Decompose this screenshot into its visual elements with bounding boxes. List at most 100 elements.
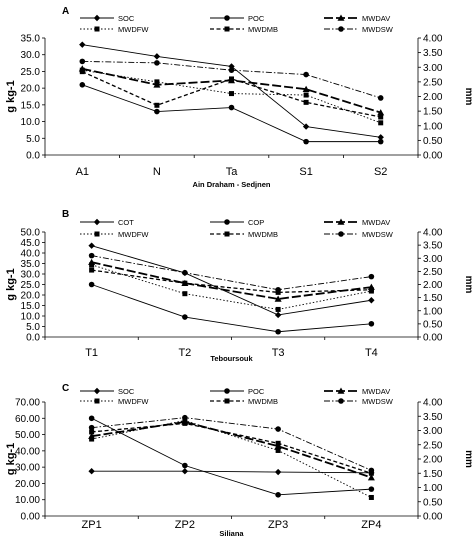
y-tick-label-left: 30.00 [15, 463, 40, 474]
x-tick-label: ZP2 [175, 519, 195, 531]
series-line [82, 71, 381, 118]
legend-marker [338, 26, 344, 32]
legend-entry: MWDFW [80, 25, 149, 34]
data-point [368, 467, 375, 474]
y-tick-label-left: 0.00 [21, 512, 41, 523]
data-point [377, 95, 384, 101]
legend-label: COT [118, 218, 134, 227]
data-point [88, 415, 95, 422]
data-point [377, 109, 385, 116]
series-line [91, 284, 372, 333]
series-line [91, 417, 372, 496]
data-point [274, 468, 282, 476]
y-tick-label-left: 20.0 [21, 291, 41, 302]
y-tick-label-left: 10.00 [15, 495, 40, 506]
y-axis-label-left: g kg-1 [5, 80, 17, 112]
y-tick-label-right: 0.50 [423, 497, 443, 508]
data-point [275, 328, 281, 335]
data-point [377, 134, 384, 141]
x-tick-label: T2 [178, 347, 191, 359]
series-line [82, 44, 381, 138]
series-mwdfw [89, 418, 374, 500]
y-tick-label-left: 60.00 [15, 414, 40, 425]
data-point [154, 102, 160, 108]
data-point [302, 85, 310, 92]
series-line [91, 245, 372, 316]
data-point [368, 297, 375, 304]
legend-entry: MWDMB [210, 397, 278, 406]
data-point [89, 267, 95, 273]
y-tick-label-left: 40.0 [21, 249, 41, 260]
series-mwdsw [79, 58, 384, 101]
data-point [154, 60, 160, 66]
data-point [275, 492, 281, 498]
legend-marker [338, 231, 344, 237]
y-tick-label-left: 45.0 [21, 238, 41, 249]
y-tick-label-left: 30.0 [21, 50, 41, 61]
legend-label: MWDAV [362, 14, 390, 23]
y-tick-label-right: 1.50 [423, 293, 443, 304]
y-tick-label-left: 50.0 [21, 228, 41, 239]
y-tick-label-right: 2.50 [423, 267, 443, 278]
series-line [91, 261, 372, 300]
series-cop [88, 281, 375, 335]
data-point [182, 314, 188, 320]
legend-entry: MWDAV [324, 218, 390, 227]
series-mwdmb [79, 69, 384, 120]
y-axis-label-left: g kg-1 [5, 268, 17, 300]
data-point [275, 306, 281, 312]
y-tick-label-right: 2.00 [423, 455, 443, 466]
legend-marker [224, 231, 230, 237]
legend-marker [224, 26, 230, 32]
legend-entry: POC [210, 387, 265, 396]
x-tick-label: T3 [272, 347, 285, 359]
data-point [229, 76, 234, 82]
legend-entry: MWDAV [324, 14, 390, 23]
y-tick-label-right: 1.00 [423, 306, 443, 317]
y-axis-label-left: g kg-1 [5, 443, 17, 475]
x-tick-label: A1 [76, 166, 89, 178]
chart-panel-c: C SOC POC MWDAV MWDFW MWDMB MWDSW 0.00 10.00 20.0… [5, 383, 474, 538]
legend-entry: MWDFW [80, 397, 149, 406]
y-tick-label-left: 0.0 [26, 333, 40, 344]
data-point [79, 58, 86, 65]
x-tick-label: ZP3 [268, 519, 288, 531]
series-mwdfw [89, 262, 374, 312]
y-tick-label-left: 50.00 [15, 430, 40, 441]
data-point [303, 71, 309, 78]
y-tick-label-left: 20.0 [21, 84, 41, 95]
y-tick-label-right: 2.50 [423, 77, 443, 88]
series-soc [88, 468, 375, 477]
y-tick-label-left: 10.0 [21, 312, 41, 323]
series-line [91, 417, 372, 471]
y-tick-label-right: 4.00 [423, 398, 443, 409]
y-tick-label-right: 0.00 [423, 333, 443, 344]
legend-entry: SOC [80, 387, 135, 396]
data-point [303, 99, 309, 105]
y-tick-label-right: 3.00 [423, 426, 443, 437]
y-tick-label-left: 25.0 [21, 67, 41, 78]
y-tick-label-right: 1.00 [423, 121, 443, 132]
y-tick-label-left: 20.00 [15, 479, 40, 490]
data-point [154, 108, 160, 115]
y-tick-label-right: 3.00 [423, 63, 443, 74]
legend-marker [224, 15, 230, 21]
data-point [88, 242, 95, 249]
series-line [91, 264, 372, 310]
x-axis-label: Ain Draham - Sedjnen [193, 180, 271, 189]
series-cot [88, 242, 375, 319]
data-point [89, 429, 95, 435]
legend-label: MWDFW [118, 397, 149, 406]
data-point [275, 286, 281, 293]
legend-label: MWDSW [362, 397, 394, 406]
legend-marker [224, 398, 230, 404]
x-tick-label: ZP1 [82, 519, 102, 531]
data-point [154, 79, 160, 85]
y-tick-label-right: 2.00 [423, 280, 443, 291]
data-point [229, 91, 234, 97]
legend-label: POC [248, 387, 265, 396]
y-tick-label-right: 3.50 [423, 241, 443, 252]
legend-label: MWDMB [248, 397, 278, 406]
legend-entry: MWDMB [210, 25, 278, 34]
legend-entry: SOC [80, 14, 135, 23]
